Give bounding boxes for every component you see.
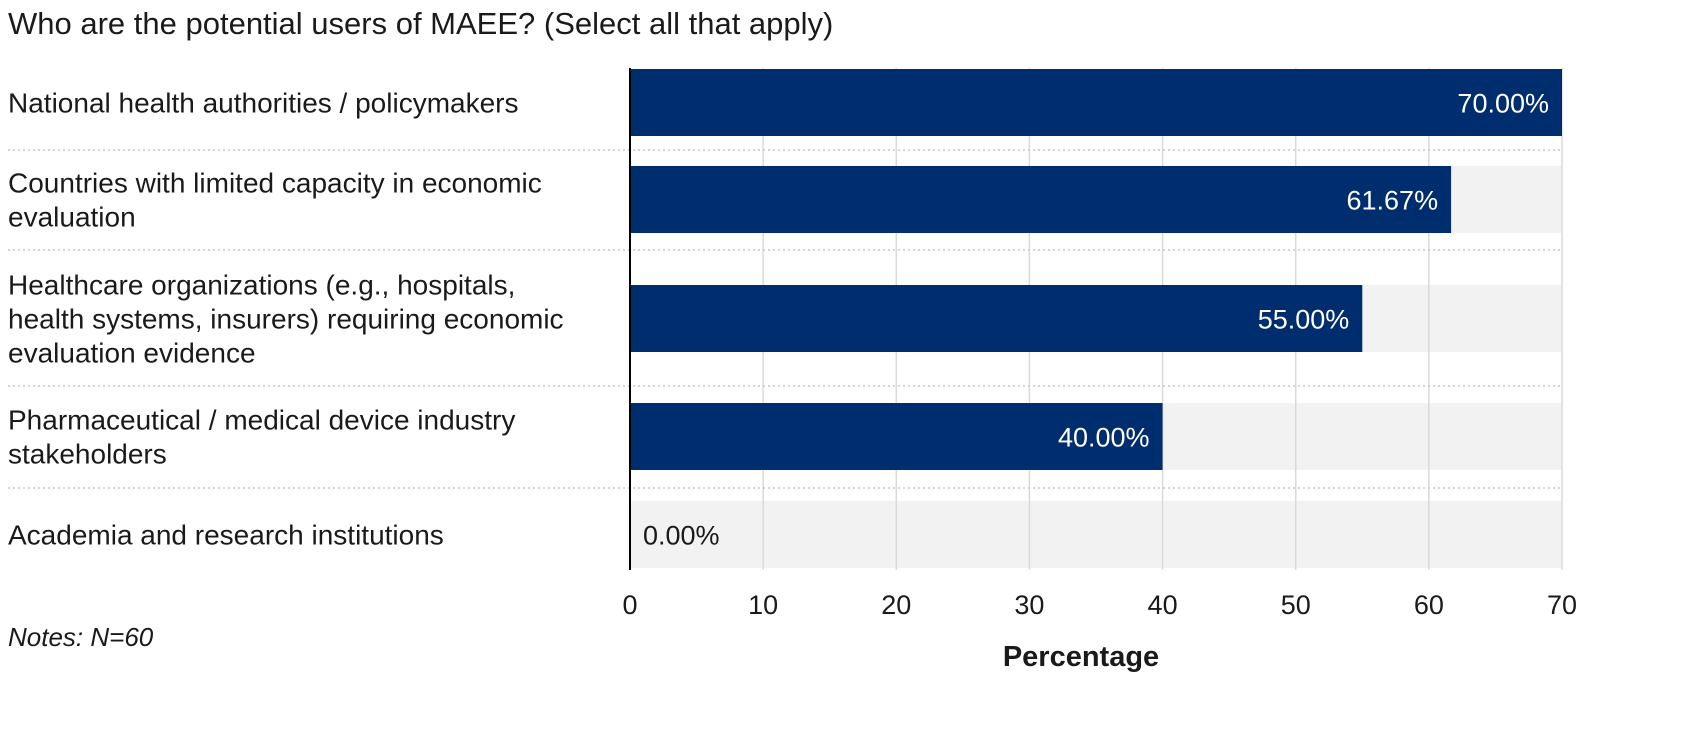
category-label-line: National health authorities / policymake…: [8, 88, 518, 119]
row-separators: [8, 149, 1562, 489]
category-label: Countries with limited capacity in econo…: [8, 168, 542, 233]
bar: [630, 285, 1363, 352]
category-label-line: evaluation: [8, 202, 136, 233]
value-label: 0.00%: [643, 521, 720, 551]
category-label-line: evaluation evidence: [8, 338, 256, 369]
x-tick-label: 50: [1281, 590, 1311, 620]
x-tick-label: 20: [881, 590, 911, 620]
x-tick-label: 70: [1547, 590, 1577, 620]
chart-title: Who are the potential users of MAEE? (Se…: [8, 6, 833, 41]
x-tick-label: 60: [1414, 590, 1444, 620]
category-label: Academia and research institutions: [8, 520, 444, 551]
x-tick-labels: 0 10 20 30 40 50 60 70: [622, 590, 1577, 620]
category-label-line: Pharmaceutical / medical device industry: [8, 405, 515, 436]
category-label: National health authorities / policymake…: [8, 88, 518, 119]
bar: [630, 166, 1452, 233]
chart-note: Notes: N=60: [8, 622, 154, 652]
x-tick-label: 10: [748, 590, 778, 620]
bars: [630, 69, 1562, 470]
x-tick-label: 0: [622, 590, 637, 620]
bar: [630, 403, 1163, 470]
bar: [630, 69, 1562, 136]
category-label-line: stakeholders: [8, 439, 167, 470]
value-label: 55.00%: [1258, 305, 1350, 335]
bar-track: [630, 501, 1562, 568]
x-axis-title: Percentage: [1003, 641, 1159, 673]
category-label: Healthcare organizations (e.g., hospital…: [8, 270, 564, 369]
value-label: 61.67%: [1347, 186, 1439, 216]
value-label: 40.00%: [1058, 423, 1150, 453]
value-label: 70.00%: [1457, 89, 1549, 119]
x-tick-label: 30: [1014, 590, 1044, 620]
category-label-line: Healthcare organizations (e.g., hospital…: [8, 270, 515, 301]
x-tick-label: 40: [1148, 590, 1178, 620]
category-labels: National health authorities / policymake…: [8, 88, 564, 551]
category-label-line: Countries with limited capacity in econo…: [8, 168, 542, 199]
category-label: Pharmaceutical / medical device industry…: [8, 405, 515, 470]
category-label-line: health systems, insurers) requiring econ…: [8, 304, 564, 335]
value-labels: 70.00% 61.67% 55.00% 40.00% 0.00%: [643, 89, 1549, 551]
category-label-line: Academia and research institutions: [8, 520, 444, 551]
